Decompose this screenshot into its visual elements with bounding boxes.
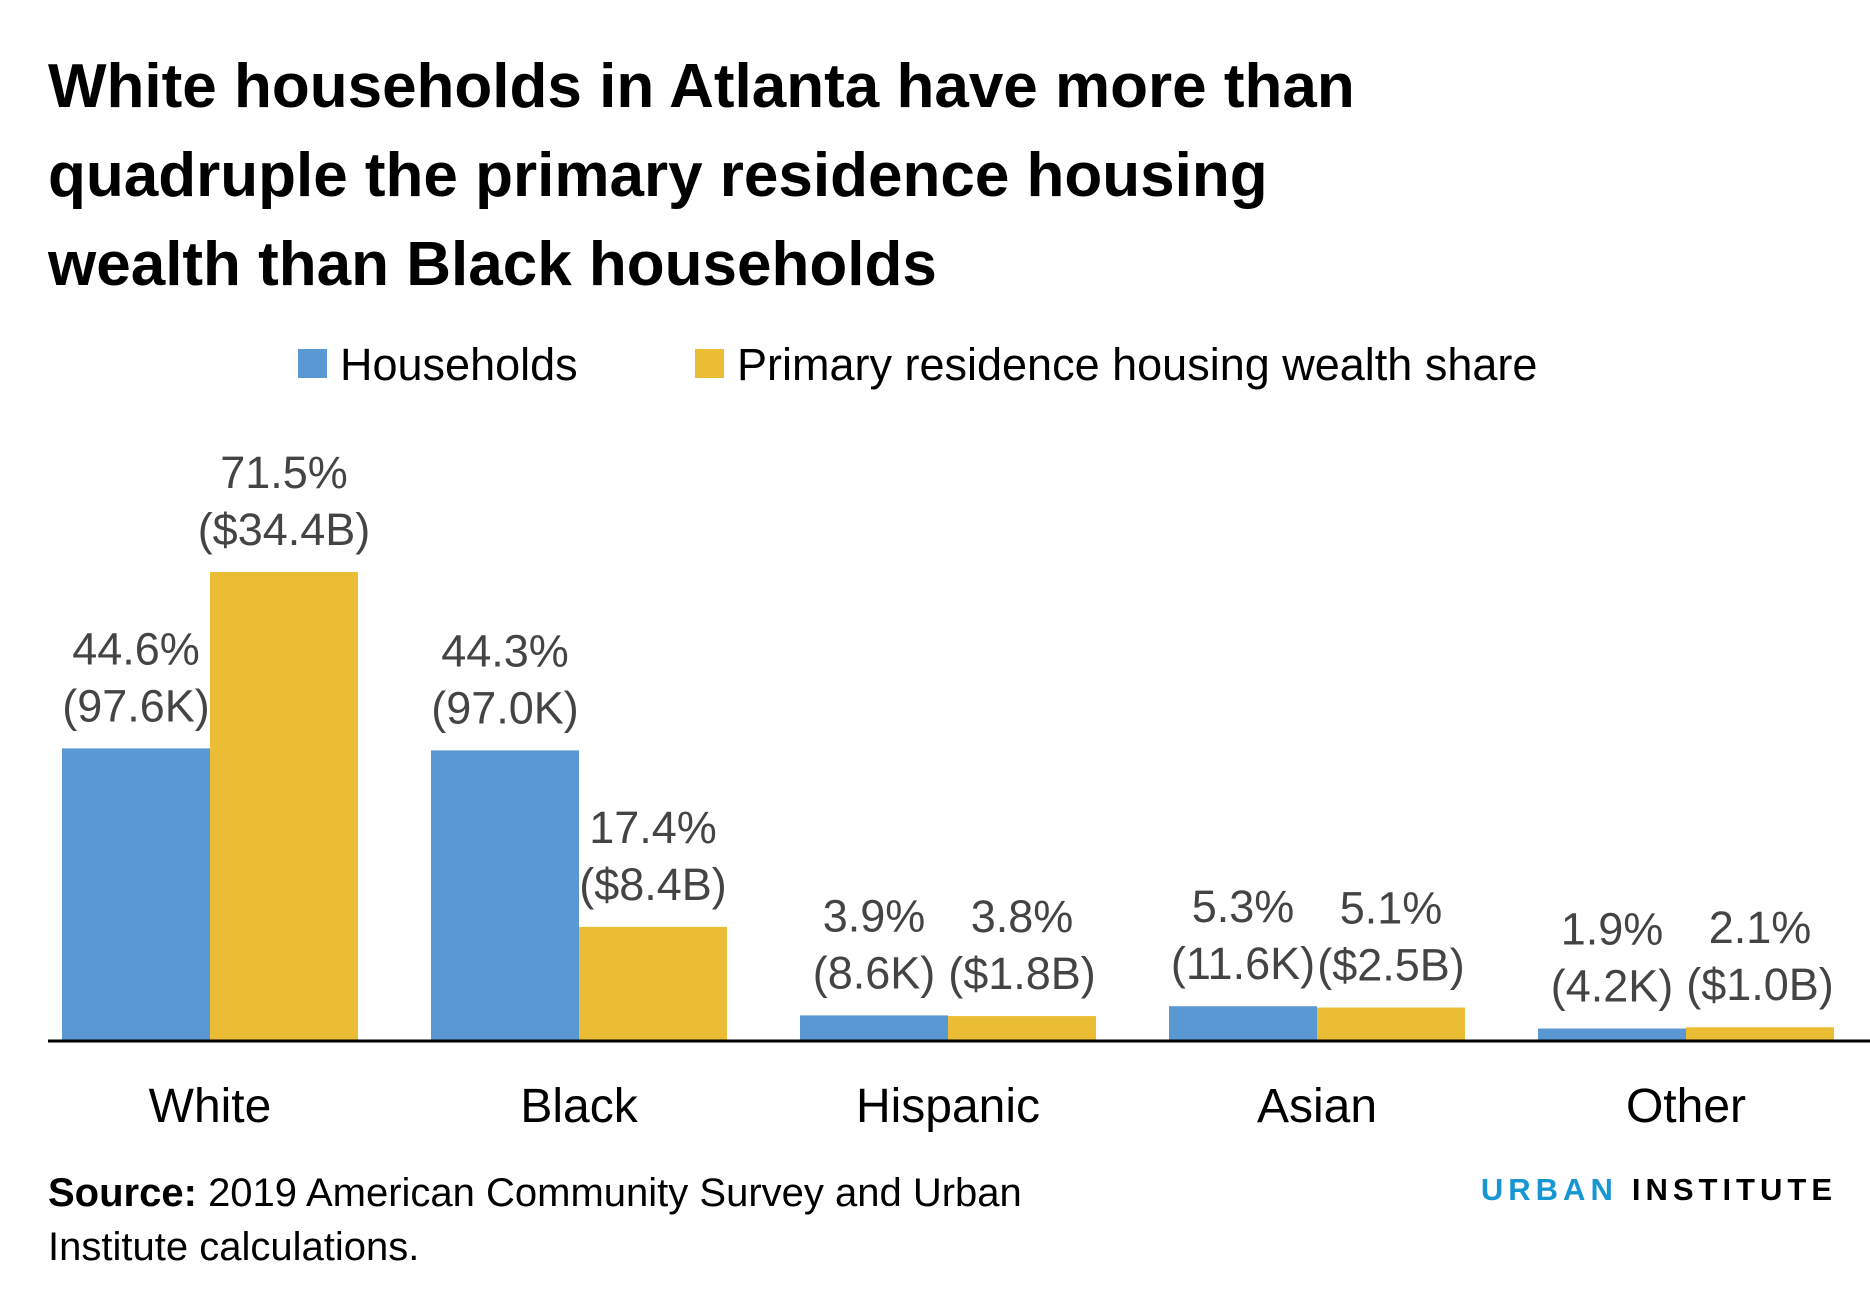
logo-word: INSTITUTE xyxy=(1632,1172,1837,1207)
data-label: (97.0K) xyxy=(431,682,579,733)
data-label: 44.3% xyxy=(441,625,569,676)
bar xyxy=(62,748,210,1041)
logo: URBAN INSTITUTE xyxy=(1481,1172,1837,1207)
data-label: ($1.8B) xyxy=(948,948,1096,999)
x-tick-label: White xyxy=(149,1080,272,1133)
data-label: (11.6K) xyxy=(1171,938,1315,989)
bar xyxy=(948,1016,1096,1041)
x-tick-label: Asian xyxy=(1257,1080,1377,1133)
legend-label: Primary residence housing wealth share xyxy=(737,339,1537,390)
bar xyxy=(800,1015,948,1041)
source-label: Source: xyxy=(48,1171,197,1215)
data-label: ($34.4B) xyxy=(198,504,371,555)
data-label: 3.9% xyxy=(823,890,926,941)
bar xyxy=(1169,1006,1317,1041)
data-label: ($8.4B) xyxy=(579,859,727,910)
data-label: (8.6K) xyxy=(813,947,936,998)
data-label: 17.4% xyxy=(589,802,717,853)
bar xyxy=(1317,1007,1465,1041)
bar xyxy=(1686,1027,1834,1041)
bar xyxy=(210,571,358,1041)
data-label: 2.1% xyxy=(1709,902,1812,953)
data-label: ($1.0B) xyxy=(1686,959,1834,1010)
data-label: 1.9% xyxy=(1561,904,1664,955)
data-label: 71.5% xyxy=(220,447,348,498)
data-label: 44.6% xyxy=(72,623,200,674)
source-text: 2019 American Community Survey and Urban… xyxy=(48,1171,1022,1269)
bar xyxy=(431,750,579,1041)
bar xyxy=(579,926,727,1041)
x-tick-label: Other xyxy=(1626,1080,1746,1133)
bar xyxy=(1538,1028,1686,1041)
data-label: (97.6K) xyxy=(62,680,210,731)
data-label: (4.2K) xyxy=(1551,961,1674,1012)
legend-label: Households xyxy=(340,339,578,390)
data-label: ($2.5B) xyxy=(1317,940,1465,991)
x-tick-label: Hispanic xyxy=(856,1080,1040,1133)
x-tick-label: Black xyxy=(520,1080,638,1133)
data-label: 5.1% xyxy=(1340,883,1443,934)
source-note: Source: 2019 American Community Survey a… xyxy=(48,1166,1028,1274)
logo-word: URBAN xyxy=(1481,1172,1618,1207)
chart-title: White households in Atlanta have more th… xyxy=(48,52,1355,299)
legend-swatch xyxy=(298,349,327,378)
data-label: 5.3% xyxy=(1192,881,1295,932)
data-label: 3.8% xyxy=(971,891,1074,942)
legend-swatch xyxy=(695,349,724,378)
